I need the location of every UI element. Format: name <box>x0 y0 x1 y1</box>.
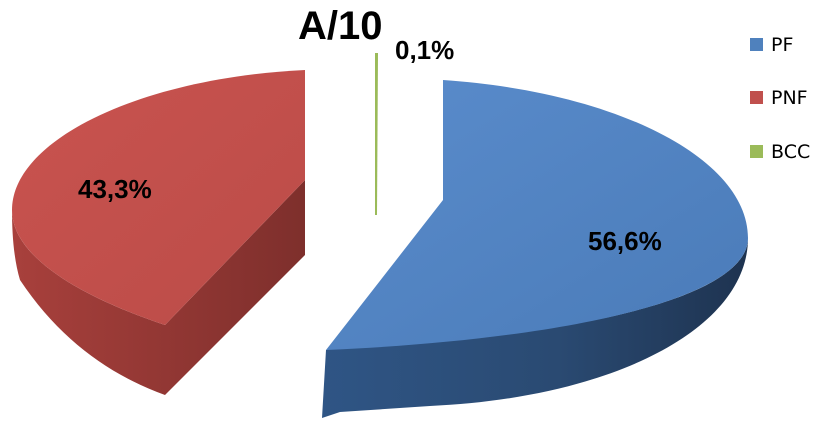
slice-bcc <box>375 53 378 215</box>
data-label-pnf: 43,3% <box>78 174 152 204</box>
legend-swatch-pnf <box>750 91 763 104</box>
legend-item-bcc: BCC <box>750 137 810 166</box>
data-label-pf: 56,6% <box>588 226 662 256</box>
chart-title: A/10 <box>298 4 383 48</box>
legend-item-pnf: PNF <box>750 83 810 112</box>
legend-swatch-bcc <box>750 145 763 158</box>
legend: PF PNF BCC <box>750 30 810 190</box>
slice-pnf-side <box>12 180 305 395</box>
slice-pnf <box>12 70 305 325</box>
data-label-bcc: 0,1% <box>395 35 454 65</box>
legend-swatch-pf <box>750 38 763 51</box>
slice-pf <box>326 80 748 350</box>
legend-item-pf: PF <box>750 30 810 59</box>
legend-label-pnf: PNF <box>771 86 808 109</box>
legend-label-pf: PF <box>771 33 794 56</box>
slice-pf-side <box>322 238 748 418</box>
legend-label-bcc: BCC <box>771 140 811 163</box>
